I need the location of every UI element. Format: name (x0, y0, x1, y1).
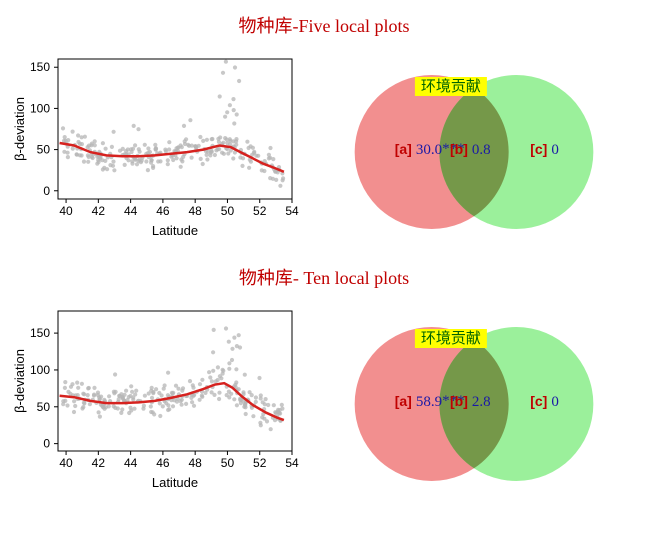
panel-1: 物种库- Ten local plots 40 42 44 46 48 50 52 54 0 50 1… (10, 264, 638, 498)
svg-text:40: 40 (59, 204, 73, 218)
scatter-plot: 40 42 44 46 48 50 52 54 0 50 100 150 Latitude β-devia… (10, 303, 300, 493)
svg-text:42: 42 (92, 456, 106, 470)
venn-c: [c]0 (530, 393, 559, 410)
svg-text:44: 44 (124, 204, 138, 218)
venn-container: 环境贡献[a]30.0***[b]0.8[c]0 (310, 46, 638, 246)
scatter-plot: 40 42 44 46 48 50 52 54 0 50 100 150 Latitude β-devia… (10, 51, 300, 241)
venn-diagram: 环境贡献[a]30.0***[b]0.8[c]0 (314, 46, 634, 246)
panel-0: 物种库-Five local plots 40 42 44 46 48 50 52 54 0 50 1… (10, 12, 638, 246)
panel-title: 物种库-Five local plots (10, 12, 638, 38)
svg-text:40: 40 (59, 456, 73, 470)
svg-text:52: 52 (253, 204, 267, 218)
svg-text:50: 50 (37, 143, 51, 157)
svg-text:50: 50 (37, 400, 51, 414)
svg-text:150: 150 (30, 326, 50, 340)
y-axis-label: β-deviation (12, 349, 27, 413)
scatter-container: 40 42 44 46 48 50 52 54 0 50 100 150 Latitude β-devia… (10, 51, 310, 241)
svg-text:0: 0 (43, 437, 50, 451)
svg-text:54: 54 (285, 456, 299, 470)
svg-text:50: 50 (221, 204, 235, 218)
y-axis-label: β-deviation (12, 97, 27, 161)
svg-text:0: 0 (43, 184, 50, 198)
x-axis-label: Latitude (152, 475, 198, 490)
venn-c: [c]0 (530, 141, 559, 158)
svg-text:44: 44 (124, 456, 138, 470)
venn-header: 环境贡献 (421, 329, 481, 347)
panel-title: 物种库- Ten local plots (10, 264, 638, 290)
x-axis-label: Latitude (152, 223, 198, 238)
svg-text:150: 150 (30, 60, 50, 74)
svg-text:52: 52 (253, 456, 267, 470)
svg-text:48: 48 (188, 204, 202, 218)
venn-container: 环境贡献[a]58.9***[b]2.8[c]0 (310, 298, 638, 498)
svg-text:100: 100 (30, 101, 50, 115)
venn-header: 环境贡献 (421, 77, 481, 95)
svg-text:50: 50 (221, 456, 235, 470)
svg-text:46: 46 (156, 204, 170, 218)
scatter-container: 40 42 44 46 48 50 52 54 0 50 100 150 Latitude β-devia… (10, 303, 310, 493)
svg-text:54: 54 (285, 204, 299, 218)
svg-text:46: 46 (156, 456, 170, 470)
venn-diagram: 环境贡献[a]58.9***[b]2.8[c]0 (314, 298, 634, 498)
svg-text:100: 100 (30, 363, 50, 377)
svg-text:48: 48 (188, 456, 202, 470)
svg-text:42: 42 (92, 204, 106, 218)
